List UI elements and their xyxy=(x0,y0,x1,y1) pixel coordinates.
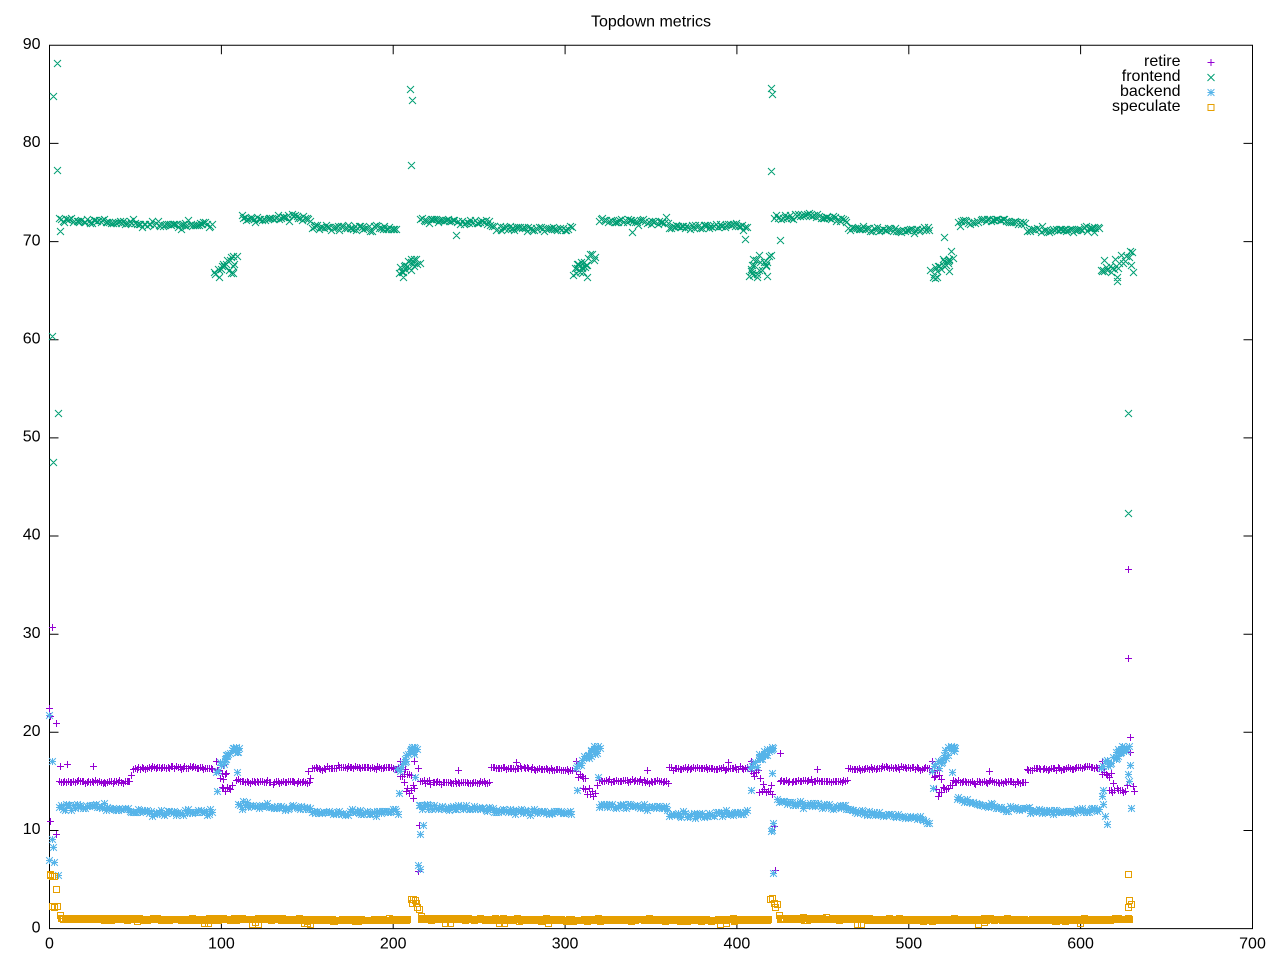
svg-text:200: 200 xyxy=(380,936,407,953)
svg-text:speculate: speculate xyxy=(1112,98,1181,115)
svg-text:700: 700 xyxy=(1239,936,1266,953)
svg-text:300: 300 xyxy=(552,936,579,953)
svg-text:50: 50 xyxy=(23,429,41,446)
svg-text:0: 0 xyxy=(45,936,54,953)
svg-text:frontend: frontend xyxy=(1122,68,1181,85)
svg-text:400: 400 xyxy=(724,936,751,953)
svg-text:retire: retire xyxy=(1144,53,1181,70)
svg-text:500: 500 xyxy=(895,936,922,953)
svg-text:90: 90 xyxy=(23,36,41,53)
svg-text:backend: backend xyxy=(1120,83,1181,100)
svg-text:30: 30 xyxy=(23,625,41,642)
svg-text:10: 10 xyxy=(23,821,41,838)
svg-text:0: 0 xyxy=(32,919,41,936)
svg-text:70: 70 xyxy=(23,232,41,249)
svg-text:100: 100 xyxy=(208,936,235,953)
svg-text:60: 60 xyxy=(23,330,41,347)
svg-text:Topdown metrics: Topdown metrics xyxy=(591,14,711,31)
svg-text:40: 40 xyxy=(23,527,41,544)
svg-text:600: 600 xyxy=(1067,936,1094,953)
svg-text:20: 20 xyxy=(23,723,41,740)
svg-text:80: 80 xyxy=(23,134,41,151)
